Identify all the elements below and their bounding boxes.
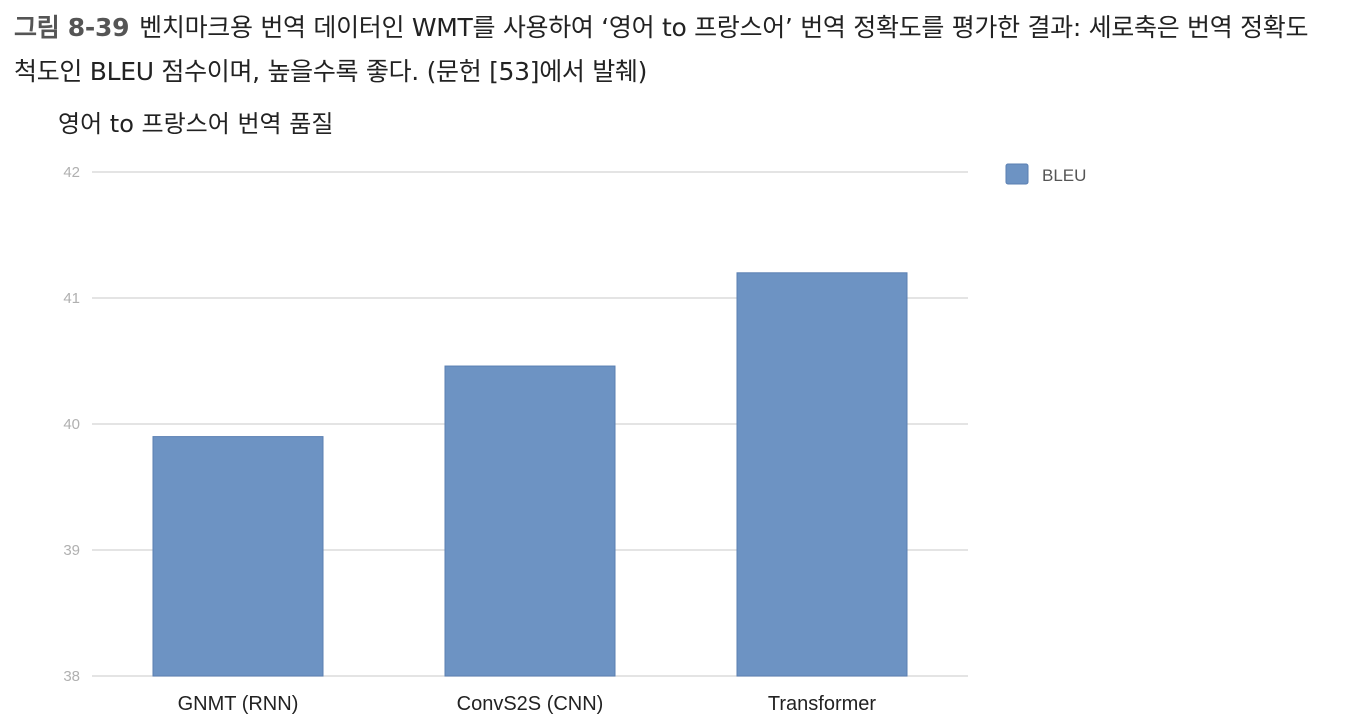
x-category-label: GNMT (RNN): [178, 693, 299, 715]
figure-caption: 그림 8-39 벤치마크용 번역 데이터인 WMT를 사용하여 ‘영어 to 프랑…: [14, 6, 1334, 94]
y-tick-label: 41: [63, 290, 80, 307]
bars: [152, 272, 908, 677]
bar: [736, 272, 908, 677]
x-category-label: ConvS2S (CNN): [457, 693, 604, 715]
y-axis-ticks: 38 39 40 41 42: [63, 164, 80, 685]
bar: [444, 365, 616, 677]
y-tick-label: 42: [63, 164, 80, 181]
y-tick-label: 40: [63, 416, 80, 433]
caption-text: 벤치마크용 번역 데이터인 WMT를 사용하여 ‘영어 to 프랑스어’ 번역 …: [14, 13, 1309, 86]
legend-label: BLEU: [1042, 166, 1086, 185]
bar: [152, 436, 324, 677]
figure-label: 그림 8-39: [14, 13, 130, 42]
legend-swatch: [1005, 163, 1029, 185]
chart-title: 영어 to 프랑스어 번역 품질: [58, 110, 334, 138]
y-tick-label: 39: [63, 542, 80, 559]
x-axis-labels: GNMT (RNN) ConvS2S (CNN) Transformer: [178, 693, 877, 715]
legend: BLEU: [1005, 163, 1086, 185]
x-category-label: Transformer: [768, 693, 877, 715]
y-tick-label: 38: [63, 668, 80, 685]
